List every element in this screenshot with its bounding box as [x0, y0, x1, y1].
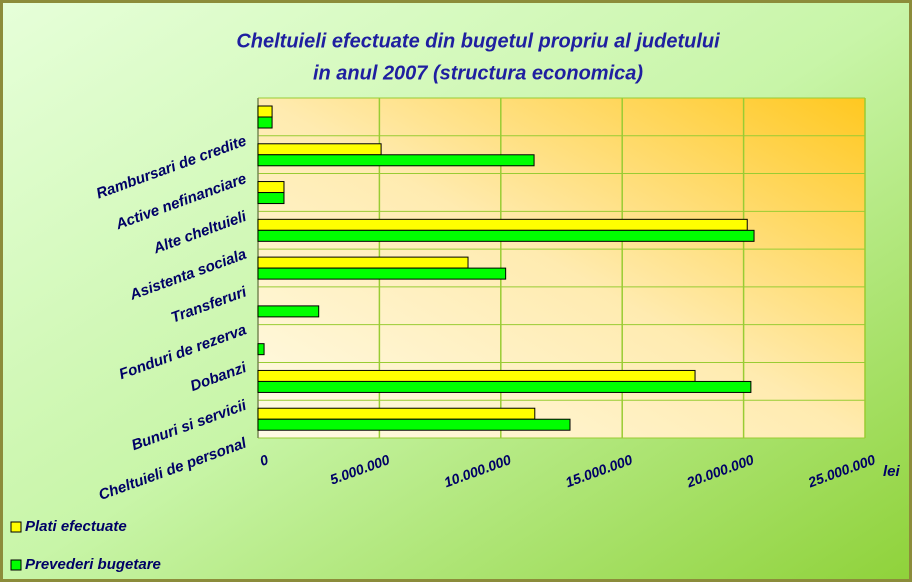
bar: [257, 305, 320, 318]
bar: [257, 218, 748, 231]
bar: [257, 256, 469, 269]
bar: [257, 369, 696, 382]
bar: [257, 105, 273, 118]
bar: [257, 418, 571, 431]
chart-title: in anul 2007 (structura economica): [313, 62, 643, 84]
bar: [257, 154, 535, 167]
bar: [257, 407, 536, 420]
bar: [257, 181, 285, 194]
legend-swatch: [10, 521, 22, 533]
bar: [257, 343, 265, 356]
bar: [257, 229, 755, 242]
bar: [257, 143, 382, 156]
bar: [257, 267, 507, 280]
chart-title: Cheltuieli efectuate din bugetul propriu…: [236, 30, 720, 52]
legend-label: Prevederi bugetare: [25, 556, 161, 573]
x-axis-label: lei: [883, 463, 901, 480]
legend-label: Plati efectuate: [25, 518, 127, 535]
bar: [257, 380, 752, 393]
bar: [257, 192, 285, 205]
bar: [257, 116, 273, 129]
legend-swatch: [10, 559, 22, 571]
